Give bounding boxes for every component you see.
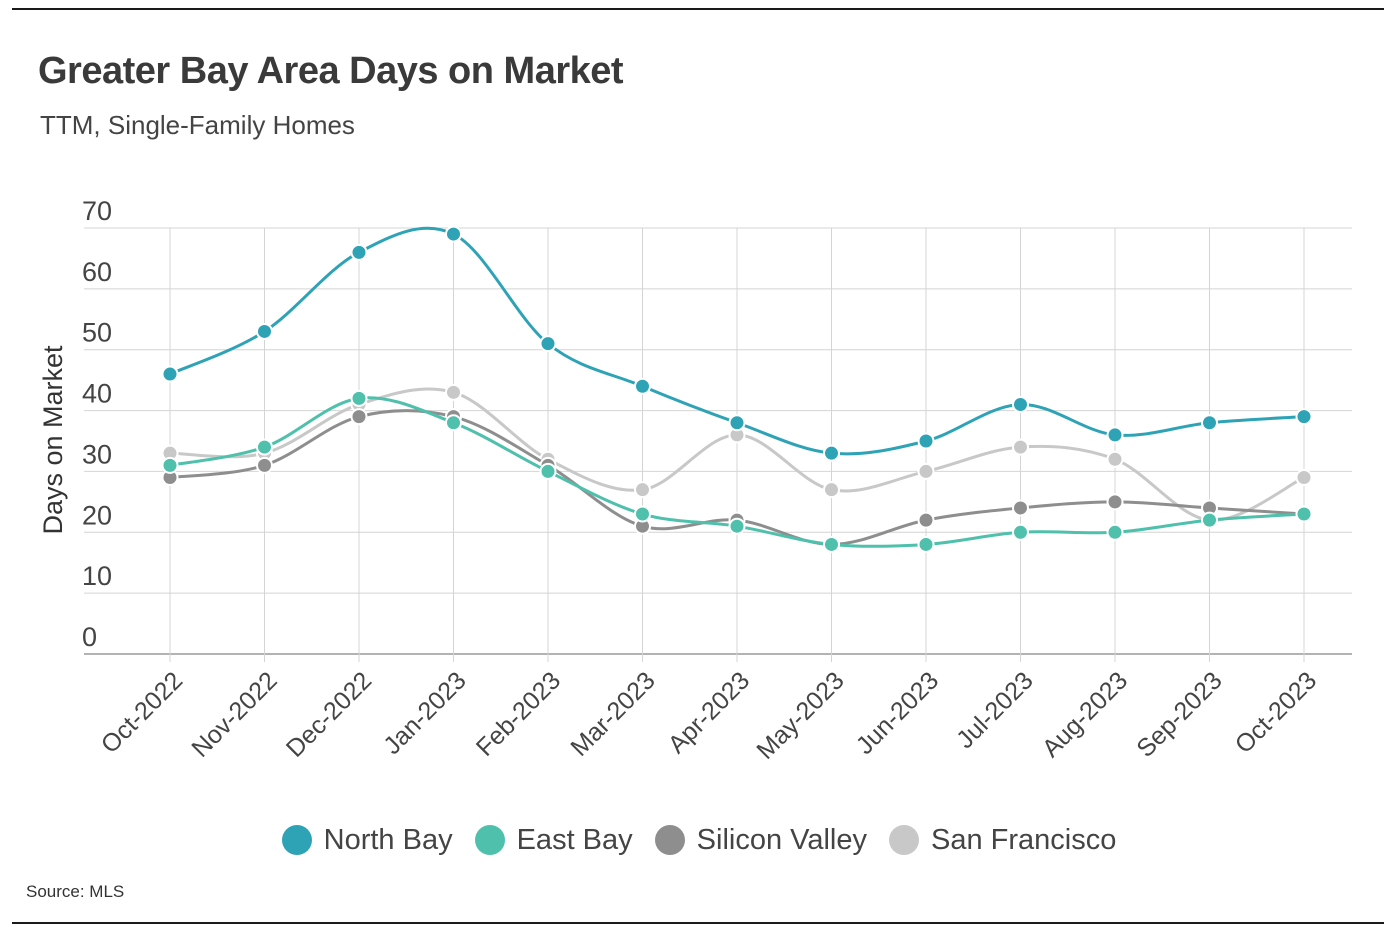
grid-lines <box>84 227 1352 662</box>
data-point-north-bay <box>350 243 368 261</box>
series-group <box>161 225 1313 553</box>
data-point-north-bay <box>728 414 746 432</box>
top-rule <box>12 8 1384 10</box>
legend-item-north-bay: North Bay <box>281 823 453 857</box>
legend-label: Silicon Valley <box>696 823 867 856</box>
legend-label: San Francisco <box>930 823 1117 856</box>
data-point-north-bay <box>256 322 273 340</box>
data-point-east-bay <box>539 462 557 480</box>
x-tick-label: Oct-2023 <box>1230 666 1323 759</box>
data-point-silicon-valley <box>350 408 368 426</box>
legend-swatch <box>888 825 919 855</box>
legend-swatch <box>474 825 505 855</box>
data-point-north-bay <box>539 335 557 353</box>
data-point-east-bay <box>445 414 462 432</box>
source-note: Source: MLS <box>26 882 125 901</box>
y-tick-label: 60 <box>82 257 112 287</box>
data-point-north-bay <box>1012 395 1029 413</box>
y-tick-label: 50 <box>82 318 112 348</box>
x-tick-label: Dec-2022 <box>281 666 377 762</box>
x-tick-label: Aug-2023 <box>1037 666 1133 762</box>
y-tick-label: 20 <box>82 500 112 530</box>
x-tick-label: Nov-2022 <box>186 666 282 762</box>
series-east-bay <box>161 389 1313 553</box>
data-point-north-bay <box>1295 408 1313 426</box>
x-tick-label: Jan-2023 <box>378 666 472 760</box>
data-point-north-bay <box>445 225 462 243</box>
data-point-north-bay <box>161 365 179 383</box>
data-point-silicon-valley <box>917 511 935 529</box>
y-tick-label: 40 <box>82 379 112 409</box>
data-point-east-bay <box>634 505 651 523</box>
chart-subtitle: TTM, Single-Family Homes <box>40 110 355 140</box>
x-tick-label: Feb-2023 <box>471 666 566 761</box>
legend-swatch <box>654 825 685 855</box>
data-point-san-francisco <box>823 481 840 499</box>
data-point-east-bay <box>161 456 179 474</box>
x-tick-label: May-2023 <box>751 666 849 764</box>
legend-label: East Bay <box>516 823 633 856</box>
data-point-east-bay <box>1106 523 1124 541</box>
data-point-san-francisco <box>1106 450 1124 468</box>
y-axis-label: Days on Market <box>38 345 68 535</box>
chart-title: Greater Bay Area Days on Market <box>38 50 624 92</box>
x-tick-label: Jun-2023 <box>851 666 945 760</box>
legend-swatch <box>281 825 312 855</box>
data-point-north-bay <box>634 377 651 395</box>
data-point-san-francisco <box>634 481 651 499</box>
data-point-north-bay <box>1106 426 1124 444</box>
data-point-north-bay <box>1201 414 1218 432</box>
y-tick-label: 10 <box>82 561 112 591</box>
data-point-north-bay <box>823 444 840 462</box>
data-point-east-bay <box>728 517 746 535</box>
legend: North Bay East Bay Silicon Valley San Franc… <box>0 818 1398 862</box>
legend-item-san-francisco: San Francisco <box>888 823 1117 857</box>
data-point-silicon-valley <box>1106 493 1124 511</box>
series-north-bay <box>161 225 1313 462</box>
data-point-east-bay <box>1295 505 1313 523</box>
data-point-san-francisco <box>917 462 935 480</box>
data-point-san-francisco <box>1295 469 1313 487</box>
data-point-silicon-valley <box>1012 499 1029 517</box>
y-axis-ticks: 0 10 20 30 40 50 60 70 <box>82 196 112 652</box>
data-point-east-bay <box>350 389 368 407</box>
x-tick-label: Jul-2023 <box>951 666 1039 754</box>
y-tick-label: 0 <box>82 622 97 652</box>
data-point-east-bay <box>823 535 840 553</box>
legend-item-east-bay: East Bay <box>474 823 633 857</box>
x-tick-label: Oct-2022 <box>96 666 189 759</box>
data-point-san-francisco <box>445 383 462 401</box>
data-point-silicon-valley <box>256 456 273 474</box>
x-tick-label: Mar-2023 <box>565 666 660 761</box>
data-point-east-bay <box>1012 523 1029 541</box>
legend-item-silicon-valley: Silicon Valley <box>654 823 867 857</box>
x-tick-label: Sep-2023 <box>1131 666 1227 762</box>
bottom-rule <box>12 922 1384 924</box>
y-tick-label: 30 <box>82 439 112 469</box>
data-point-north-bay <box>917 432 935 450</box>
data-point-san-francisco <box>1012 438 1029 456</box>
x-tick-label: Apr-2023 <box>663 666 756 759</box>
data-point-east-bay <box>256 438 273 456</box>
y-tick-label: 70 <box>82 196 112 226</box>
data-point-east-bay <box>917 535 935 553</box>
data-point-east-bay <box>1201 511 1218 529</box>
legend-label: North Bay <box>323 823 453 856</box>
